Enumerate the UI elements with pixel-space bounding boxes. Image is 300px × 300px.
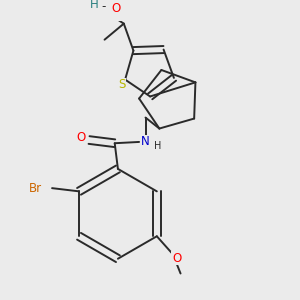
Text: O: O bbox=[77, 131, 86, 144]
Text: H: H bbox=[154, 141, 162, 151]
Text: Br: Br bbox=[29, 182, 42, 195]
Text: O: O bbox=[172, 252, 181, 265]
Text: H: H bbox=[89, 0, 98, 11]
Text: -: - bbox=[101, 1, 106, 13]
Text: S: S bbox=[118, 78, 126, 91]
Text: N: N bbox=[141, 135, 150, 148]
Text: O: O bbox=[111, 2, 120, 15]
